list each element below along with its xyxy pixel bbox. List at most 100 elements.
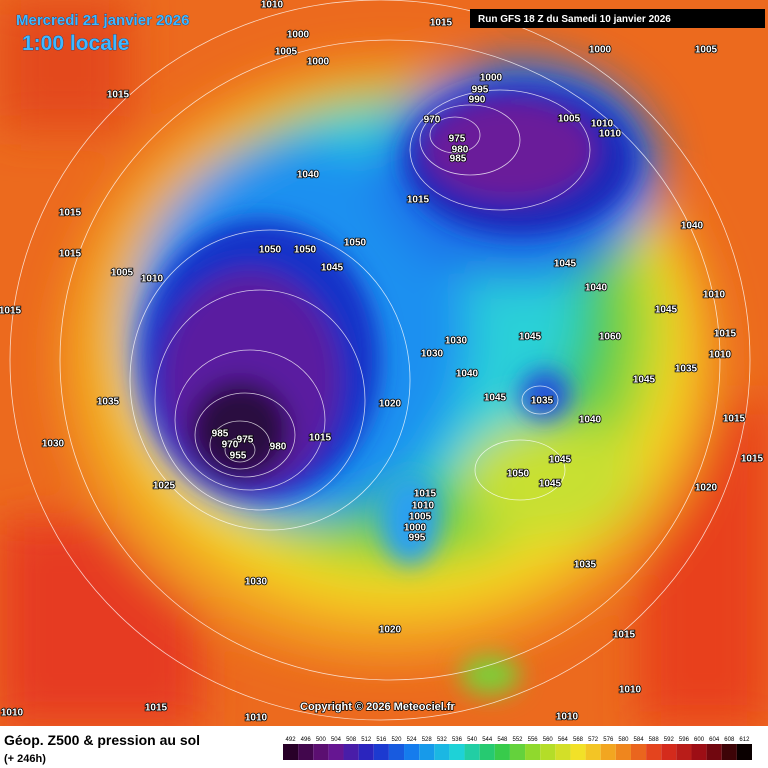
pressure-label: 1010 (709, 350, 732, 361)
pressure-label: 1035 (531, 396, 554, 407)
scale-swatch (404, 744, 420, 760)
run-info: Run GFS 18 Z du Samedi 10 janvier 2026 (478, 14, 671, 25)
scale-label: 492 (286, 737, 297, 743)
scale-swatch (419, 744, 435, 760)
pressure-label: 1015 (107, 90, 130, 101)
pressure-label: 1020 (379, 399, 402, 410)
pressure-label: 1040 (681, 221, 704, 232)
pressure-label: 1010 (591, 119, 614, 130)
scale-swatch (343, 744, 359, 760)
pressure-label: 1000 (307, 57, 330, 68)
pressure-label: 1010 (556, 712, 579, 723)
scale-swatch (358, 744, 374, 760)
pressure-label: 1035 (574, 560, 597, 571)
scale-swatch (313, 744, 329, 760)
scale-label: 532 (437, 737, 448, 743)
scale-label: 536 (452, 737, 463, 743)
pressure-label: 1005 (275, 47, 298, 58)
scale-swatch (298, 744, 314, 760)
pressure-label: 1010 (412, 501, 435, 512)
copyright: Copyright © 2026 Meteociel.fr (300, 701, 456, 713)
pressure-label: 985 (450, 154, 467, 165)
scale-swatch (646, 744, 662, 760)
pressure-label: 955 (230, 451, 247, 462)
scale-swatch (706, 744, 722, 760)
scale-label: 576 (603, 737, 614, 743)
pressure-label: 985 (212, 429, 229, 440)
pressure-label: 1015 (714, 329, 737, 340)
pressure-label: 1045 (655, 305, 678, 316)
scale-label: 584 (634, 737, 645, 743)
pressure-label: 1045 (519, 332, 542, 343)
scale-swatch (509, 744, 526, 760)
scale-swatch (540, 744, 556, 760)
pressure-label: 1005 (409, 512, 432, 523)
scale-label: 508 (346, 737, 357, 743)
pressure-label: 1015 (145, 703, 168, 714)
pressure-label: 1040 (585, 283, 608, 294)
scale-label: 496 (301, 737, 312, 743)
scale-label: 560 (543, 737, 554, 743)
scale-swatch (328, 744, 344, 760)
scale-label: 516 (376, 737, 387, 743)
lead-time: (+ 246h) (4, 753, 46, 765)
scale-label: 604 (709, 737, 720, 743)
pressure-label: 1000 (404, 523, 427, 534)
scale-label: 564 (558, 737, 569, 743)
scale-label: 544 (482, 737, 493, 743)
pressure-label: 1015 (59, 208, 82, 219)
scale-swatch (479, 744, 495, 760)
pressure-label: 980 (452, 145, 469, 156)
scale-swatch (464, 744, 480, 760)
pressure-label: 1015 (723, 414, 746, 425)
scale-swatch (585, 744, 601, 760)
pressure-label: 1010 (141, 274, 164, 285)
pressure-label: 1030 (421, 349, 444, 360)
pressure-label: 990 (469, 95, 486, 106)
isobars (9, 0, 751, 721)
pressure-label: 1035 (97, 397, 120, 408)
pressure-label: 1005 (695, 45, 718, 56)
scale-label: 596 (679, 737, 690, 743)
pressure-label: 1040 (579, 415, 602, 426)
pressure-label: 1040 (456, 369, 479, 380)
scale-label: 612 (739, 737, 750, 743)
pressure-label: 1045 (321, 263, 344, 274)
pressure-label: 975 (449, 134, 466, 145)
scale-label: 524 (407, 737, 418, 743)
pressure-label: 1015 (407, 195, 430, 206)
geopotential-field (0, 0, 768, 726)
scale-label: 512 (361, 737, 372, 743)
scale-swatch (661, 744, 677, 760)
pressure-label: 1045 (633, 375, 656, 386)
pressure-label: 1050 (259, 245, 282, 256)
pressure-label: 1000 (589, 45, 612, 56)
pressure-label: 1050 (294, 245, 317, 256)
scale-swatch (373, 744, 389, 760)
scale-label: 580 (618, 737, 629, 743)
pressure-label: 1015 (741, 454, 764, 465)
pressure-label: 970 (222, 440, 239, 451)
scale-swatch (570, 744, 586, 760)
pressure-label: 1045 (554, 259, 577, 270)
scale-label: 548 (497, 737, 508, 743)
pressure-label: 1015 (430, 18, 453, 29)
scale-label: 540 (467, 737, 478, 743)
pressure-label: 1015 (59, 249, 82, 260)
pressure-label: 1030 (245, 577, 268, 588)
scale-label: 504 (331, 737, 342, 743)
pressure-label: 975 (237, 435, 254, 446)
pressure-label: 1010 (703, 290, 726, 301)
color-scale: 492 496 500 504 508 512 516 520 524 528 532 536 540 5… (283, 737, 752, 760)
footer-title: Géop. Z500 & pression au sol (4, 732, 200, 748)
pressure-label: 1010 (1, 708, 24, 719)
pressure-label: 980 (270, 442, 287, 453)
pressure-label: 1040 (297, 170, 320, 181)
pressure-label: 1045 (484, 393, 507, 404)
pressure-label: 1000 (287, 30, 310, 41)
pressure-label: 995 (472, 85, 489, 96)
scale-swatch (736, 744, 752, 760)
scale-swatch (525, 744, 541, 760)
pressure-label: 1020 (695, 483, 718, 494)
